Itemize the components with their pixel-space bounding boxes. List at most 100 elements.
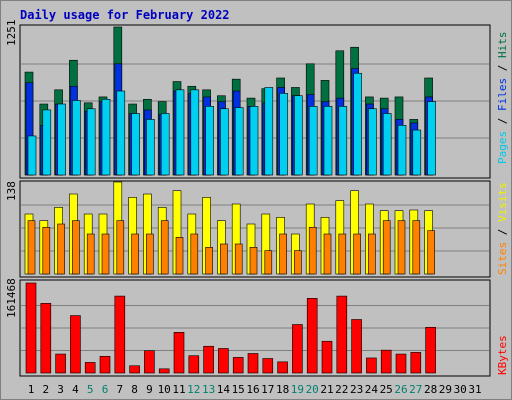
hits-label: Hits <box>496 32 509 59</box>
day-label: 11 <box>172 383 185 396</box>
kbytes-bar <box>321 340 333 374</box>
top-series-label: Pages / Files / Hits <box>496 32 509 165</box>
sites-bar <box>101 233 110 275</box>
sites-bar <box>323 233 332 275</box>
pages-bar <box>234 107 244 176</box>
day-label: 10 <box>158 383 171 396</box>
day-label: 23 <box>350 383 363 396</box>
pages-bar <box>27 135 37 176</box>
pages-bar <box>353 72 362 176</box>
kbytes-bar <box>380 349 392 374</box>
pages-bar <box>397 125 407 176</box>
pages-bar <box>412 129 422 176</box>
pages-bar <box>427 101 436 176</box>
day-label: 15 <box>232 383 245 396</box>
day-label: 3 <box>57 383 64 396</box>
pages-bar <box>146 119 155 176</box>
day-label: 12 <box>187 383 200 396</box>
kbytes-bar <box>232 357 244 374</box>
pages-bar <box>116 90 126 176</box>
bars <box>24 26 436 374</box>
sites-bar <box>279 233 287 275</box>
sites-bar <box>308 227 317 275</box>
kbytes-bar <box>114 295 126 374</box>
day-label: 18 <box>276 383 289 396</box>
pages-bar <box>205 106 214 176</box>
day-label: 31 <box>468 383 481 396</box>
kbytes-label: KBytes <box>496 335 509 375</box>
sites-label: Sites <box>496 242 509 275</box>
sites-bar <box>382 220 391 275</box>
day-label: 8 <box>131 383 138 396</box>
day-label: 1 <box>28 383 35 396</box>
pages-bar <box>190 89 200 176</box>
sites-bar <box>412 220 421 275</box>
day-label: 4 <box>72 383 79 396</box>
day-label: 6 <box>102 383 109 396</box>
files-hits-sep: / <box>496 58 509 78</box>
kbytes-bar <box>40 303 52 374</box>
pages-label: Pages <box>496 131 509 164</box>
sites-bar <box>190 233 199 275</box>
pages-bar <box>264 87 274 176</box>
pages-bar <box>57 103 66 176</box>
sites-bar <box>160 220 169 275</box>
kbytes-bar <box>425 326 436 374</box>
sites-bar <box>175 237 184 275</box>
sites-bar <box>264 250 273 275</box>
pages-bar <box>294 95 303 176</box>
sites-bar <box>205 247 213 275</box>
sites-bar <box>146 233 154 275</box>
pages-bar <box>131 113 140 176</box>
kbytes-bar <box>129 365 140 374</box>
pages-bar <box>249 106 259 176</box>
sites-bar <box>220 243 228 275</box>
pages-bar <box>160 113 170 176</box>
sites-bar <box>294 250 302 275</box>
kbytes-bar <box>366 357 377 374</box>
sites-bar <box>249 247 258 275</box>
day-label: 9 <box>146 383 153 396</box>
sites-bar <box>234 243 243 275</box>
kbytes-bar <box>25 282 37 374</box>
kbytes-bar <box>99 355 111 374</box>
day-label: 28 <box>424 383 437 396</box>
pages-bar <box>220 108 229 176</box>
day-label: 2 <box>42 383 49 396</box>
mid-ymax-label: 138 <box>5 181 18 201</box>
day-label: 20 <box>306 383 319 396</box>
kbytes-bar <box>55 353 66 374</box>
kbytes-bar <box>158 368 170 374</box>
kbytes-bar <box>218 348 229 374</box>
sites-bar <box>27 220 36 275</box>
x-axis-day-labels: 1 2 3 4 5 6 7 8 9 10 11 12 13 14 15 16 17 18 19 20 21 22 23 24 2… <box>28 383 482 396</box>
pages-bar <box>175 89 185 176</box>
pages-files-sep: / <box>496 111 509 131</box>
pages-bar <box>42 109 52 176</box>
pages-bar <box>338 106 348 176</box>
files-label: Files <box>496 78 509 111</box>
kbytes-bar <box>247 353 259 374</box>
day-label: 26 <box>394 383 407 396</box>
sites-bar <box>338 233 347 275</box>
sites-bar <box>427 230 435 275</box>
sites-bar <box>57 223 65 275</box>
day-label: 19 <box>291 383 304 396</box>
top-ymax-label: 1251 <box>5 20 18 47</box>
day-label: 14 <box>217 383 231 396</box>
kbytes-bar <box>277 361 288 374</box>
day-label: 16 <box>246 383 259 396</box>
pages-bar <box>72 100 81 176</box>
kbytes-bar <box>336 295 348 374</box>
day-label: 7 <box>116 383 123 396</box>
sites-bar <box>116 220 125 275</box>
kbytes-bar <box>188 355 200 374</box>
kbytes-bar <box>70 315 81 374</box>
sites-bar <box>368 233 376 275</box>
pages-bar <box>323 106 333 176</box>
kbytes-bar <box>262 358 274 374</box>
pages-bar <box>382 113 392 176</box>
kbytes-bar <box>173 332 185 374</box>
day-label: 13 <box>202 383 215 396</box>
